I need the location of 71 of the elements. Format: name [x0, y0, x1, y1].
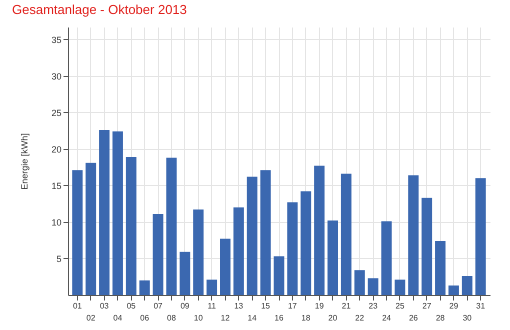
bar	[462, 276, 472, 295]
bar	[394, 280, 406, 295]
x-tick-label: 03	[100, 302, 110, 310]
chart-title: Gesamtanlage - Oktober 2013	[12, 2, 187, 17]
bar	[422, 198, 432, 295]
bar	[448, 286, 459, 295]
bar	[381, 221, 392, 295]
bar	[193, 210, 204, 295]
bar	[126, 156, 136, 295]
bar	[314, 166, 325, 295]
bar	[328, 220, 338, 295]
x-tick-label: 15	[261, 302, 271, 310]
bar	[220, 238, 230, 295]
x-tick-label: 09	[180, 302, 190, 310]
bar	[166, 158, 177, 295]
x-tick-label: 04	[113, 314, 123, 322]
x-tick-label: 11	[208, 302, 216, 310]
bar	[139, 280, 150, 295]
x-tick-label: 22	[355, 314, 365, 322]
bar	[86, 162, 96, 295]
bar	[206, 280, 218, 295]
bar	[475, 178, 486, 295]
bar	[260, 170, 271, 295]
x-tick-label: 14	[248, 314, 258, 322]
y-axis-title: Energie [kWh]	[19, 133, 30, 190]
x-tick-label: 13	[234, 302, 244, 310]
bar	[112, 131, 123, 295]
bar	[368, 278, 378, 295]
x-tick-label: 26	[408, 314, 418, 322]
x-tick-label: 19	[314, 302, 324, 310]
x-tick-label: 07	[154, 302, 164, 310]
x-tick-label: 31	[476, 302, 486, 310]
y-tick-label: 35	[51, 34, 62, 45]
bar	[354, 270, 365, 295]
bar	[408, 175, 419, 295]
y-tick-label: 5	[56, 254, 62, 264]
x-tick-label: 20	[328, 314, 338, 322]
bar	[99, 130, 110, 295]
x-tick-label: 18	[301, 314, 311, 322]
y-tick-label: 10	[51, 217, 62, 228]
bar	[246, 176, 258, 295]
bar	[180, 252, 190, 295]
x-tick-label: 21	[342, 302, 352, 310]
x-tick-label: 30	[462, 314, 472, 322]
bar	[72, 170, 83, 295]
x-tick-label: 12	[220, 314, 230, 322]
y-tick-label: 15	[51, 180, 62, 191]
y-tick-label: 25	[51, 108, 62, 118]
bar	[233, 207, 244, 295]
y-tick-label: 30	[51, 71, 62, 82]
y-tick-label: 20	[51, 144, 62, 154]
bar	[287, 202, 298, 295]
x-tick-label: 05	[126, 302, 136, 310]
x-tick-label: 28	[436, 314, 446, 322]
x-tick-label: 08	[167, 314, 176, 322]
x-tick-label: 10	[194, 314, 204, 322]
bar	[435, 240, 446, 295]
x-tick-label: 23	[368, 302, 378, 310]
bar	[300, 191, 312, 295]
x-tick-label: 27	[422, 302, 432, 310]
x-tick-label: 01	[72, 302, 82, 310]
bar	[340, 174, 352, 295]
bar	[274, 256, 284, 295]
x-tick-label: 24	[382, 314, 392, 322]
x-tick-label: 17	[288, 302, 298, 310]
x-tick-label: 25	[396, 302, 405, 310]
x-tick-label: 06	[140, 314, 150, 322]
x-tick-label: 16	[274, 314, 284, 322]
x-tick-label: 02	[86, 314, 96, 322]
bar	[152, 214, 164, 295]
x-tick-label: 29	[449, 302, 459, 310]
